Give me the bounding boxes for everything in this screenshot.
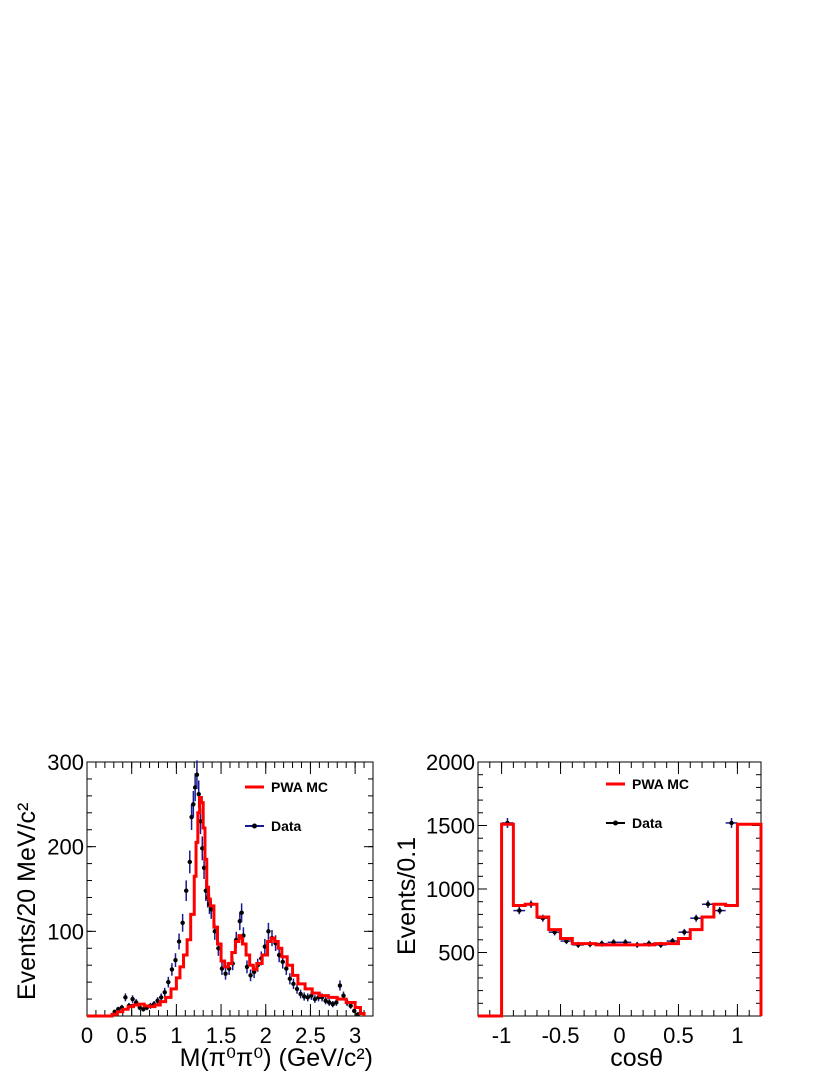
mass-data-point	[323, 997, 328, 1005]
mass-legend: PWA MC Data	[245, 779, 328, 834]
angular-data-point	[725, 818, 738, 828]
mass-x-tick-label: 3	[349, 1023, 361, 1048]
mass-data-point	[130, 995, 135, 1003]
angular-ticks	[478, 761, 762, 1017]
mass-data-point	[200, 836, 205, 861]
angular-x-tick-label: 0.5	[663, 1023, 694, 1048]
mass-data-point	[330, 1000, 335, 1008]
mass-data-point	[301, 992, 307, 1001]
angular-legend: PWA MC Data	[606, 776, 689, 831]
angular-data-point	[690, 914, 703, 922]
mass-x-tick-label: 2	[260, 1023, 272, 1048]
mass-data-point	[173, 953, 178, 967]
angular-x-tick-label: -1	[492, 1023, 512, 1048]
mass-data-point	[266, 922, 271, 940]
mass-data-point	[158, 993, 164, 1002]
mass-data-point	[180, 913, 185, 932]
angular-series	[478, 818, 763, 1018]
angular-pwa-mc-curve	[478, 822, 763, 1018]
mass-data-point	[191, 790, 196, 818]
mass-x-tick-label: 1.5	[206, 1023, 237, 1048]
mass-legend-pwa-label: PWA MC	[271, 779, 328, 795]
mass-data-point	[187, 850, 192, 874]
mass-y-tick-label: 100	[47, 919, 84, 944]
mass-x-axis-title: M(π⁰π⁰) (GeV/c²)	[180, 1044, 373, 1072]
mass-data-point	[123, 993, 128, 1002]
mass-x-tick-label: 1	[170, 1023, 182, 1048]
angular-data-point	[713, 906, 726, 915]
mass-data-point	[294, 984, 300, 994]
angular-legend-data-label: Data	[632, 815, 663, 831]
angular-x-axis-title: cosθ	[610, 1044, 663, 1072]
mass-y-tick-label: 300	[47, 750, 84, 775]
angular-y-tick-label: 1000	[426, 877, 475, 902]
mass-y-axis-title: Events/20 MeV/c²	[13, 803, 41, 1000]
mass-data-point	[287, 973, 293, 985]
mass-plot-frame	[86, 761, 374, 1017]
mass-legend-data-label: Data	[271, 818, 302, 834]
mass-data-point	[162, 987, 167, 997]
mass-x-tick-label: 2.5	[295, 1023, 326, 1048]
angular-y-tick-label: 500	[438, 941, 475, 966]
angular-y-tick-label: 2000	[426, 750, 475, 775]
mass-data-point	[169, 963, 175, 976]
mass-data-point	[239, 903, 244, 923]
mass-ticks	[86, 761, 374, 1017]
angular-y-axis-title: Events/0.1	[393, 837, 421, 955]
mass-tick-labels: 0 0.5 1 1.5 2 2.5 3 100 200 300	[47, 750, 361, 1048]
angular-legend-data-marker	[613, 820, 618, 826]
mass-data-point	[327, 999, 332, 1006]
mass-y-tick-label: 200	[47, 835, 84, 860]
mass-pwa-mc-curve	[87, 796, 366, 1018]
angular-x-tick-label: 0	[613, 1023, 625, 1048]
angular-data-point	[513, 906, 526, 915]
mass-data-point	[312, 995, 318, 1003]
mass-data-point	[223, 967, 228, 980]
mass-data-point	[352, 1008, 357, 1014]
angular-legend-pwa-label: PWA MC	[632, 776, 689, 792]
angular-data-point	[702, 900, 714, 909]
angular-plot-frame	[477, 761, 762, 1017]
angular-x-tick-label: -0.5	[542, 1023, 580, 1048]
mass-data-point	[291, 978, 296, 990]
angular-data-point	[678, 928, 691, 936]
mass-data-point	[337, 980, 343, 991]
mass-data-point	[166, 976, 171, 988]
mass-data-point	[184, 880, 189, 901]
mass-x-tick-label: 0	[81, 1023, 93, 1048]
mass-data-point	[244, 960, 250, 974]
mass-x-tick-label: 0.5	[116, 1023, 147, 1048]
angular-x-tick-label: 1	[731, 1023, 743, 1048]
mass-data-point	[219, 962, 225, 975]
mass-data-point	[176, 933, 182, 950]
angular-y-tick-label: 1500	[426, 814, 475, 839]
mass-data-point	[298, 989, 303, 999]
mass-legend-data-marker	[252, 823, 257, 829]
mass-data-point	[194, 760, 200, 789]
mass-series	[87, 760, 366, 1018]
mass-data-point	[305, 993, 310, 1002]
mass-data-point	[141, 1006, 146, 1012]
mass-data-point	[248, 969, 253, 982]
